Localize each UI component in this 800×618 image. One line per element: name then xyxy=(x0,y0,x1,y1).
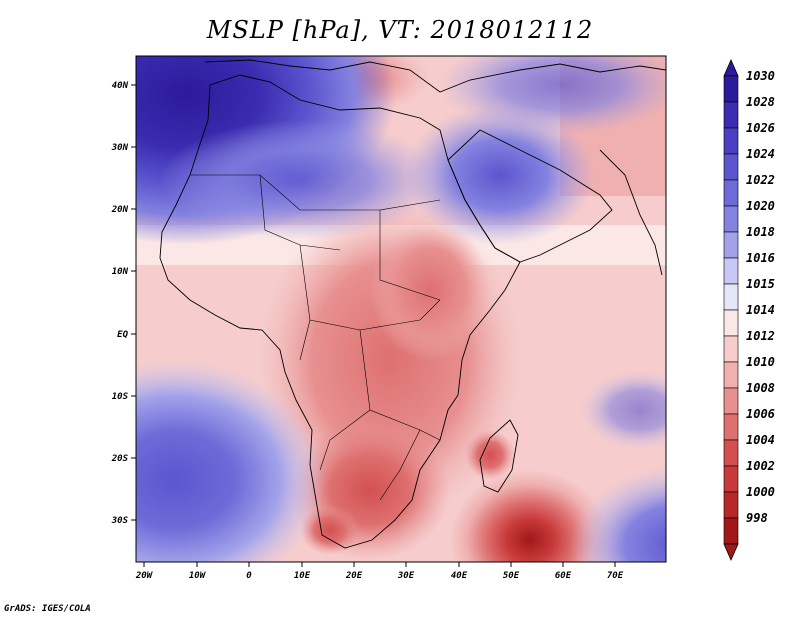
map-frame xyxy=(135,55,667,563)
lon-label: 10E xyxy=(294,571,311,581)
lat-label: 20N xyxy=(111,205,129,215)
lon-label: 40E xyxy=(451,571,468,581)
axis-ticks xyxy=(131,84,616,567)
colorbar-label: 1008 xyxy=(746,381,775,395)
colorbar-swatch xyxy=(723,205,739,233)
colorbar-swatch xyxy=(723,283,739,311)
lon-label: 10W xyxy=(189,571,207,581)
colorbar-label: 1015 xyxy=(746,277,775,291)
colorbar-label: 1000 xyxy=(746,485,775,499)
colorbar-label: 1014 xyxy=(746,303,775,317)
colorbar-label: 1028 xyxy=(746,95,775,109)
colorbar-label: 1010 xyxy=(746,355,775,369)
colorbar-swatch xyxy=(723,361,739,389)
colorbar-label: 1022 xyxy=(746,173,775,187)
lat-label: 20S xyxy=(111,454,129,464)
lat-label: 40N xyxy=(112,81,129,91)
colorbar-label: 1030 xyxy=(746,69,775,83)
colorbar-swatch xyxy=(723,127,739,155)
colorbar-swatch xyxy=(723,231,739,259)
colorbar-label: 1012 xyxy=(746,329,775,343)
colorbar-label: 1018 xyxy=(746,225,775,239)
africa-coastline xyxy=(159,74,521,549)
longitude-labels: 20W 10W 0 10E 20E 30E 40E 50E 60E 70E xyxy=(135,571,624,581)
colorbar-swatch xyxy=(723,257,739,285)
colorbar-label: 1002 xyxy=(746,459,775,473)
colorbar-bottom-arrow xyxy=(723,543,739,561)
arabia-coastline xyxy=(447,129,613,263)
colorbar-label: 998 xyxy=(746,511,768,525)
colorbar-swatch xyxy=(723,75,739,103)
colorbar-label: 1024 xyxy=(746,147,775,161)
colorbar-swatch xyxy=(723,439,739,467)
lon-label: 50E xyxy=(503,571,520,581)
lat-label: EQ xyxy=(117,330,128,340)
colorbar-swatch xyxy=(723,179,739,207)
colorbar-label: 1026 xyxy=(746,121,775,135)
colorbar-swatch xyxy=(723,465,739,493)
lat-label: 30N xyxy=(111,143,129,153)
colorbar-top-arrow xyxy=(723,59,739,77)
colorbar-swatch xyxy=(723,335,739,363)
lon-label: 20E xyxy=(345,571,363,581)
lon-label: 20W xyxy=(135,571,154,581)
lat-label: 30S xyxy=(111,516,129,526)
lon-label: 70E xyxy=(607,571,624,581)
colorbar-swatch xyxy=(723,387,739,415)
colorbar-label: 1006 xyxy=(746,407,775,421)
colorbar-swatch xyxy=(723,413,739,441)
coastlines xyxy=(159,59,666,549)
lat-label: 10S xyxy=(112,392,129,402)
map-title: MSLP [hPa], VT: 2018012112 xyxy=(206,16,594,44)
colorbar-swatch xyxy=(723,491,739,519)
latitude-labels: 40N 30N 20N 10N EQ 10S 20S 30S xyxy=(111,81,129,526)
lon-label: 30E xyxy=(397,571,415,581)
lat-label: 10N xyxy=(112,267,129,277)
borders xyxy=(190,174,441,501)
colorbar-swatch xyxy=(723,309,739,337)
lon-label: 0 xyxy=(246,571,252,581)
india-coastline xyxy=(599,149,663,276)
credit-text: GrADS: IGES/COLA xyxy=(4,604,91,614)
madagascar-coastline xyxy=(479,419,519,493)
colorbar-label: 1004 xyxy=(746,433,775,447)
lon-label: 60E xyxy=(555,571,572,581)
colorbar-swatch xyxy=(723,101,739,129)
colorbar-label: 1020 xyxy=(746,199,775,213)
colorbar-label: 1016 xyxy=(746,251,775,265)
colorbar-swatch xyxy=(723,153,739,181)
colorbar: 1030 1028 1026 1024 1022 1020 1018 1016 1015 1014… xyxy=(723,59,775,561)
colorbar-swatch xyxy=(723,517,739,545)
europe-coastline xyxy=(204,59,666,93)
